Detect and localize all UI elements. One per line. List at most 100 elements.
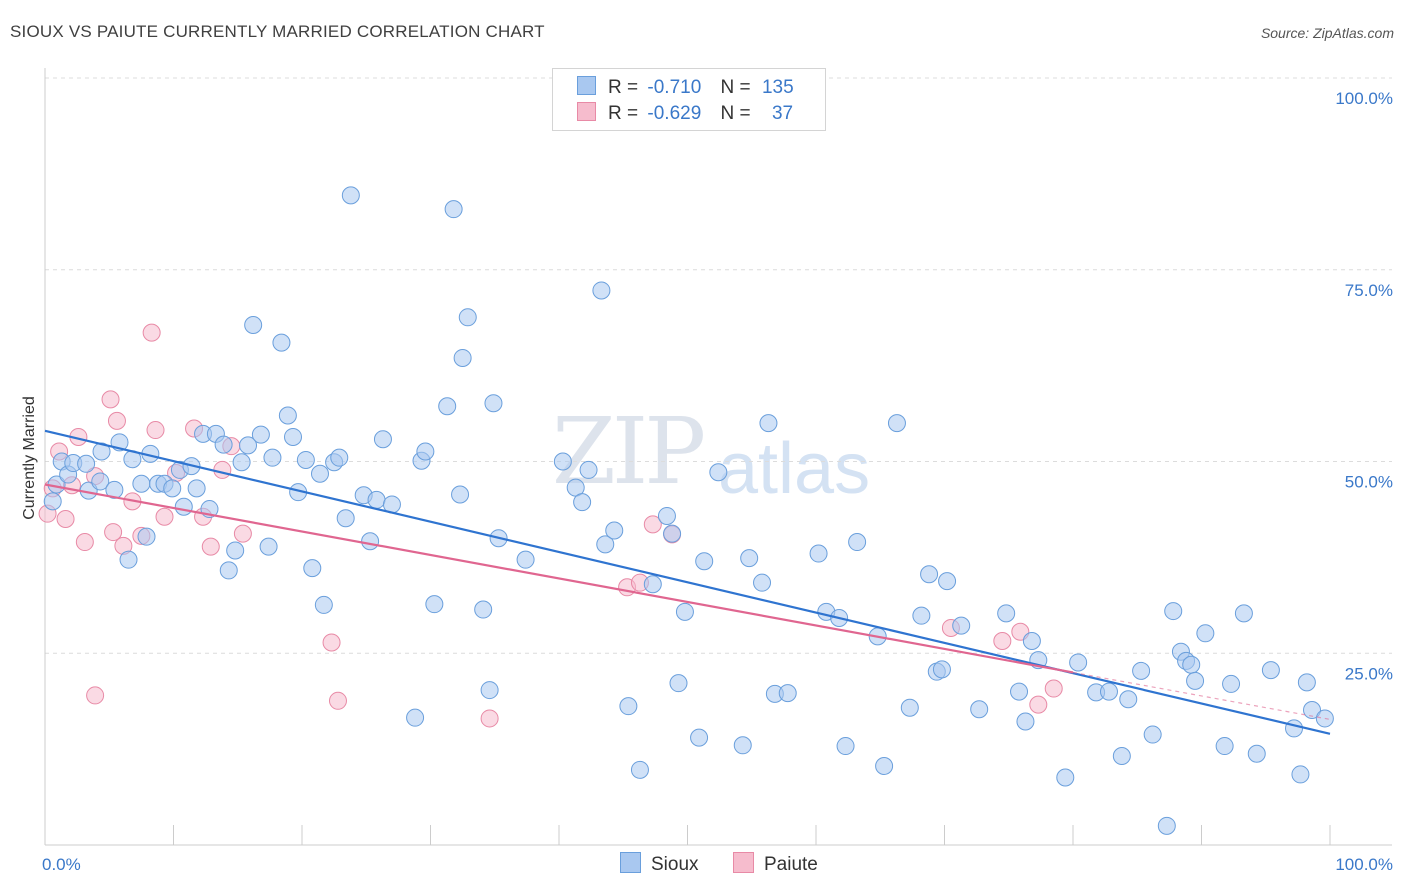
sioux-point-86: [759, 414, 778, 433]
sioux-point-36: [278, 406, 297, 425]
sioux-point-29: [232, 453, 251, 472]
sioux-point-18: [163, 479, 182, 498]
bottom-legend-paiute: Paiute: [733, 852, 818, 876]
paiute-point-33: [993, 631, 1012, 650]
sioux-point-9: [105, 480, 124, 499]
bottom-legend-sioux: Sioux: [620, 852, 699, 876]
sioux-point-119: [1164, 602, 1183, 621]
sioux-point-41: [310, 464, 329, 483]
chart-title: SIOUX VS PAIUTE CURRENTLY MARRIED CORREL…: [10, 22, 545, 41]
sioux-point-57: [444, 200, 463, 219]
sioux-point-72: [605, 521, 624, 540]
sioux-point-124: [1196, 624, 1215, 643]
sioux-point-28: [226, 541, 245, 560]
correlation-legend: R = -0.710 N = 135 R = -0.629 N = 37: [552, 68, 826, 131]
sioux-point-37: [284, 427, 303, 446]
sioux-point-65: [516, 550, 535, 569]
sioux-legend-label: Sioux: [651, 854, 699, 875]
sioux-point-97: [900, 698, 919, 717]
y-tick-label-50: 50.0%: [1345, 473, 1393, 492]
y-tick-label-25: 25.0%: [1345, 664, 1393, 683]
paiute-trend-extension: [1072, 671, 1331, 720]
sioux-point-44: [330, 448, 349, 467]
axes: [44, 68, 1392, 846]
paiute-point-11: [107, 411, 126, 430]
sioux-point-122: [1182, 655, 1201, 674]
y-tick-label-100: 100.0%: [1335, 89, 1393, 108]
sioux-point-26: [214, 435, 233, 454]
sioux-point-88: [778, 684, 797, 703]
sioux-point-32: [251, 425, 270, 444]
sioux-n-label: N =: [720, 77, 751, 98]
sioux-point-49: [367, 490, 386, 509]
sioux-point-20: [174, 497, 193, 516]
sioux-point-132: [1297, 673, 1316, 692]
sioux-points: [43, 186, 1334, 835]
sioux-point-61: [474, 600, 493, 619]
sioux-point-84: [740, 549, 759, 568]
paiute-point-6: [75, 533, 94, 552]
paiute-point-26: [328, 691, 347, 710]
paiute-n-label: N =: [720, 103, 751, 124]
sioux-point-131: [1291, 765, 1310, 784]
paiute-point-25: [322, 633, 341, 652]
sioux-legend-swatch: [620, 852, 641, 873]
axis-labels: 25.0% 50.0% 75.0% 100.0% 0.0% 100.0% Currently…: [21, 89, 1393, 874]
sioux-point-98: [912, 606, 931, 625]
paiute-point-21: [201, 537, 220, 556]
sioux-point-114: [1112, 747, 1131, 766]
sioux-point-118: [1157, 816, 1176, 835]
sioux-point-116: [1132, 661, 1151, 680]
y-axis-label: Currently Married: [21, 396, 38, 520]
paiute-point-7: [86, 686, 105, 705]
sioux-point-7: [91, 472, 110, 491]
sioux-point-113: [1099, 682, 1118, 701]
sioux-r-label: R =: [608, 77, 639, 98]
watermark-atlas: atlas: [718, 429, 871, 509]
paiute-point-3: [56, 510, 75, 529]
sioux-point-62: [480, 681, 499, 700]
legend-row-paiute: R = -0.629 N = 37: [577, 102, 793, 126]
sioux-point-11: [119, 550, 138, 569]
sioux-point-126: [1222, 674, 1241, 693]
sioux-point-40: [303, 559, 322, 578]
paiute-point-16: [146, 421, 165, 440]
paiute-point-22: [213, 460, 232, 479]
paiute-point-36: [1044, 679, 1063, 698]
sioux-point-79: [675, 602, 694, 621]
sioux-point-133: [1303, 701, 1322, 720]
sioux-point-75: [643, 575, 662, 594]
sioux-point-104: [970, 700, 989, 719]
sioux-point-69: [579, 460, 598, 479]
sioux-point-68: [573, 493, 592, 512]
paiute-n-value: 37: [771, 103, 794, 124]
sioux-point-5: [77, 454, 96, 473]
x-tick-label-min: 0.0%: [42, 855, 81, 874]
y-tick-label-75: 75.0%: [1345, 281, 1393, 300]
legend-row-sioux: R = -0.710 N = 135: [577, 76, 794, 100]
sioux-point-56: [438, 397, 457, 416]
paiute-point-10: [104, 523, 123, 542]
sioux-point-92: [836, 737, 855, 756]
sioux-point-82: [709, 463, 728, 482]
sioux-point-107: [1016, 712, 1035, 731]
paiute-trend-line: [44, 483, 1074, 674]
paiute-point-24: [233, 524, 252, 543]
sioux-swatch: [577, 76, 596, 95]
sioux-point-14: [137, 527, 156, 546]
sioux-point-30: [239, 436, 258, 455]
sioux-point-31: [244, 315, 263, 334]
sioux-point-123: [1186, 671, 1205, 690]
paiute-r-value: -0.629: [647, 103, 702, 124]
sioux-point-73: [619, 697, 638, 716]
gridlines: [45, 77, 1392, 654]
sioux-point-102: [938, 572, 957, 591]
sioux-point-78: [669, 674, 688, 693]
sioux-point-108: [1022, 631, 1041, 650]
sioux-point-101: [932, 660, 951, 679]
paiute-points: [38, 323, 1063, 728]
sioux-point-77: [663, 524, 682, 543]
trend-lines: [44, 429, 1331, 735]
sioux-trend-line: [44, 429, 1331, 735]
